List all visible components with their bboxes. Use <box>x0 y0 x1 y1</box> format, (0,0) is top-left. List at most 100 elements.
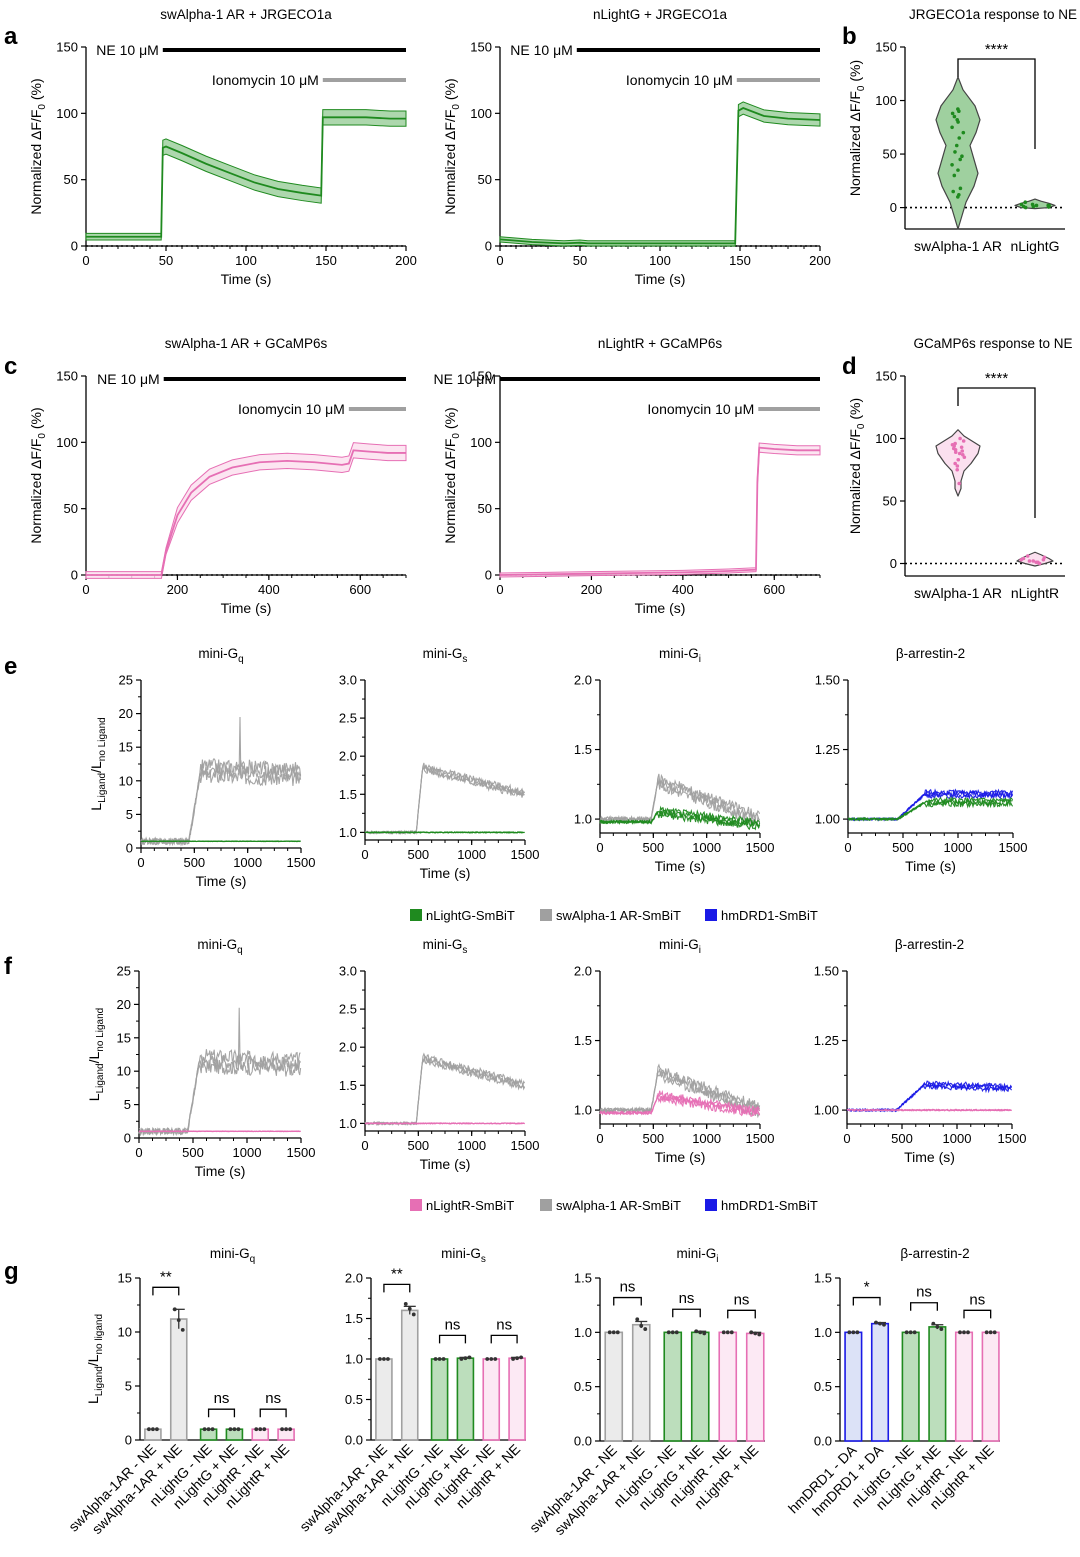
y-tick-label: 1.25 <box>814 1033 839 1048</box>
x-tick-label: 1500 <box>999 840 1028 855</box>
error-band <box>499 442 821 578</box>
trace-swAlpha-1 AR-SmBiT <box>364 1057 526 1126</box>
chart-title: swAlpha-1 AR + JRGECO1a <box>160 7 332 22</box>
chart-title: β-arrestin-2 <box>900 1246 969 1261</box>
y-tick-label: 0.5 <box>574 1379 592 1394</box>
data-point <box>147 1427 151 1432</box>
x-tick-label: 0 <box>82 253 89 268</box>
y-tick-label: 1.25 <box>815 742 840 757</box>
bar <box>928 1326 947 1442</box>
x-tick-label: 1000 <box>943 1131 972 1146</box>
data-point <box>258 1427 263 1432</box>
x-tick-label: 1000 <box>692 1131 721 1146</box>
data-point <box>729 1330 734 1335</box>
data-point <box>878 1321 882 1326</box>
y-tick-label: 150 <box>470 369 492 384</box>
chart-e2: mini-Gs 1.0 1.5 2.0 2.5 3.0 0 500 1000 1500 Time (… <box>339 646 540 881</box>
x-axis-label: Time (s) <box>195 1163 246 1179</box>
y-tick-label: 1.50 <box>814 964 839 979</box>
data-point <box>954 143 959 148</box>
chart-title: mini-Gq <box>210 1246 255 1265</box>
data-point <box>957 109 961 114</box>
data-point <box>485 1357 490 1361</box>
chart-b: JRGECO1a response to NE 0 50 100 150 Normaliz… <box>847 7 1077 254</box>
y-tick-label: 100 <box>875 93 897 108</box>
data-point <box>847 1330 852 1335</box>
y-tick-label: 1.0 <box>345 1352 363 1367</box>
y-tick-label: 1.5 <box>574 742 592 757</box>
x-axis-label: Time (s) <box>221 600 272 616</box>
data-point <box>459 1357 464 1361</box>
data-point <box>262 1427 267 1432</box>
chart-title: mini-Gi <box>659 646 701 665</box>
chart-title: nLightR + GCaMP6s <box>598 336 722 351</box>
data-point <box>957 451 962 456</box>
y-tick-label: 0.5 <box>814 1379 832 1394</box>
y-tick-label: 0 <box>485 568 492 583</box>
panel-label-b: b <box>842 23 857 50</box>
legend-label: swAlpha-1 AR-SmBiT <box>556 908 681 923</box>
error-band <box>85 109 407 241</box>
trace-swAlpha-1 AR-SmBiT <box>138 1049 301 1137</box>
x-tick-label: 500 <box>182 1145 204 1160</box>
x-axis-label: Time (s) <box>904 1149 955 1165</box>
violin-swalpha <box>935 429 981 497</box>
y-tick-label: 20 <box>117 997 131 1012</box>
x-tick-label: 200 <box>809 253 831 268</box>
legend-label: swAlpha-1 AR-SmBiT <box>556 1198 681 1213</box>
x-tick-label: 1000 <box>457 1138 486 1153</box>
y-tick-label: 5 <box>126 807 133 822</box>
chart-title: mini-Gs <box>441 1246 486 1265</box>
x-tick-label: 500 <box>407 847 429 862</box>
x-tick-label: 0 <box>596 1131 603 1146</box>
legend-swatch <box>540 1199 552 1211</box>
data-point <box>874 1320 878 1325</box>
trace-swAlpha-1 AR-SmBiT <box>364 767 525 835</box>
data-point <box>1023 200 1028 205</box>
data-point <box>960 154 964 158</box>
data-point <box>236 1427 241 1432</box>
data-point <box>210 1427 215 1432</box>
chart-title: mini-Gi <box>677 1246 719 1265</box>
x-tick-label: 100 <box>649 253 671 268</box>
data-point <box>155 1427 159 1432</box>
x-tick-label: 500 <box>891 1131 913 1146</box>
y-tick-label: 5 <box>124 1097 131 1112</box>
trace-swAlpha-1 AR-SmBiT <box>138 1007 302 1137</box>
legend-label: nLightG-SmBiT <box>426 908 515 923</box>
significance-label: ns <box>445 1316 461 1333</box>
data-point <box>882 1322 886 1327</box>
chart-d: GCaMP6s response to NE 0 50 100 150 Normalize… <box>847 336 1073 601</box>
y-tick-label: 100 <box>56 106 78 121</box>
error-band <box>85 442 407 579</box>
data-point <box>931 1321 936 1326</box>
significance-label: ** <box>391 1265 403 1282</box>
trace-nLightG-SmBiT <box>599 808 761 830</box>
x-tick-label: 1500 <box>746 1131 775 1146</box>
data-point <box>953 461 957 466</box>
data-point <box>386 1357 390 1361</box>
x-tick-label: 1500 <box>287 855 316 870</box>
trace-nLightG-SmBiT <box>364 831 525 834</box>
data-point <box>957 136 962 140</box>
data-point <box>992 1330 997 1335</box>
chart-c2: nLightR + GCaMP6s 0 50 100 150 0 200 400 600 Time… <box>433 336 821 616</box>
x-tick-label: 100 <box>235 253 257 268</box>
chart-title: mini-Gi <box>659 937 701 956</box>
x-tick-label: 500 <box>183 855 205 870</box>
y-tick-label: 150 <box>875 369 897 384</box>
data-point <box>749 1330 754 1335</box>
chart-f1: mini-Gq 0 5 10 15 20 25 0 500 1000 1500 Time (s) LLi… <box>86 937 315 1179</box>
data-point <box>635 1317 640 1322</box>
data-point <box>493 1357 498 1361</box>
trace-nLightR-SmBiT <box>846 1108 1012 1112</box>
y-axis-label: Normalized ΔF/F0 (%) <box>442 407 462 543</box>
ne-label: NE 10 μM <box>97 371 160 387</box>
x-tick-label: 0 <box>361 847 368 862</box>
y-tick-label: 25 <box>117 964 131 979</box>
category-label: nLightG <box>1010 238 1059 254</box>
ne-label: NE 10 μM <box>433 371 496 387</box>
ionomycin-label: Ionomycin 10 μM <box>626 72 733 88</box>
data-point <box>519 1355 523 1360</box>
